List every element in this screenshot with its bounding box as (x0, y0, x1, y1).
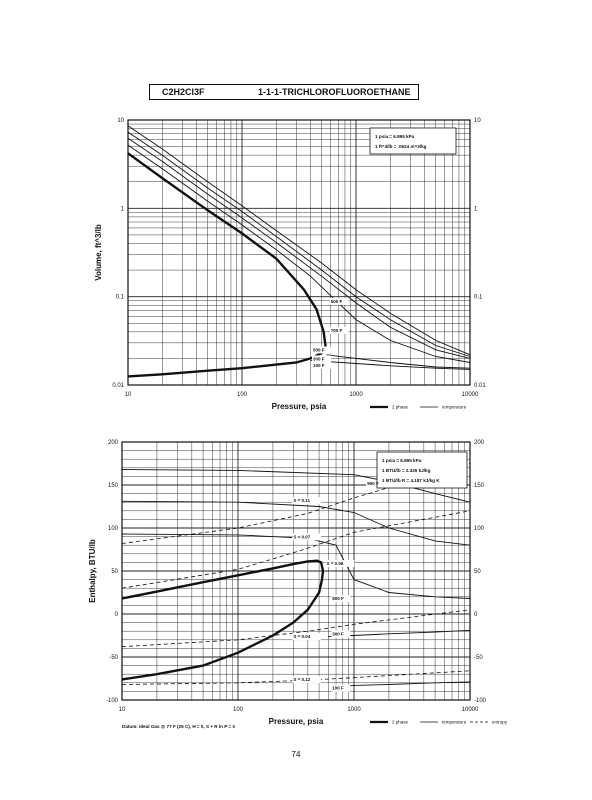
y-tick-label-right: 1 (474, 206, 478, 212)
series-temperature (127, 137, 471, 359)
curve-annotation: 500 F (331, 299, 343, 304)
curve-annotation: 900 F (367, 481, 379, 486)
y-tick-label-right: -100 (474, 698, 487, 704)
curve-annotation: S = 0.11 (293, 498, 310, 503)
curve-annotation: S = 0.12 (293, 677, 310, 682)
curve-annotation: 100 F (313, 363, 325, 368)
plot-frame (121, 441, 471, 701)
annotation-bg (331, 630, 351, 638)
series-temperature (127, 131, 471, 357)
chart-title-box: C2H2Cl3F 1-1-1-TRICHLOROFLUOROETHANE (149, 84, 419, 100)
annotation-bg (292, 676, 321, 684)
curve-annotation: 500 F (332, 596, 344, 601)
series-temperature (310, 359, 471, 370)
y-tick-label: 200 (108, 440, 119, 446)
conversion-text: 1 BTU/lb = 2.326 kJ/kg (382, 468, 431, 473)
x-tick-label: 10 (125, 392, 132, 398)
curve-annotation: 300 F (332, 632, 344, 637)
series-temperature (127, 125, 471, 356)
y-tick-label: 150 (108, 483, 119, 489)
y-tick-label-right: 100 (474, 526, 485, 532)
conversion-text: 1 ft^3/lb = .0624 m^3/kg (375, 144, 427, 149)
x-tick-label: 1000 (347, 707, 361, 713)
x-tick-label: 10000 (462, 707, 479, 713)
annotation-bg (329, 297, 349, 305)
series-temperature (326, 354, 471, 369)
annotation-bg (292, 497, 321, 505)
legend-label: entropy (492, 720, 508, 725)
y-tick-label: -50 (109, 655, 118, 661)
y-axis-label: Volume, ft^3/lb (94, 224, 103, 281)
chemical-formula: C2H2Cl3F (162, 87, 205, 97)
conversion-text: 1 BTU/lb R = 4.187 kJ/kg K (382, 478, 440, 483)
x-axis-label: Pressure, psia (269, 717, 324, 726)
compound-name: 1-1-1-TRICHLOROFLUOROETHANE (258, 87, 411, 97)
y-tick-label-right: -50 (474, 655, 483, 661)
series-entropy (121, 463, 471, 544)
y-tick-label: 0.01 (112, 383, 124, 389)
y-tick-label: 100 (108, 526, 119, 532)
plot-frame (127, 119, 471, 386)
annotation-bg (312, 346, 332, 354)
series-temperature (127, 144, 471, 363)
chart-1 (127, 119, 471, 409)
legend-label: temperature (442, 720, 467, 725)
annotation-bg (325, 559, 355, 567)
y-tick-label-right: 0 (474, 612, 478, 618)
series-temperature (342, 681, 471, 687)
conversion-box (376, 451, 468, 489)
curve-annotation: 300 F (313, 356, 325, 361)
y-axis-label: Enthalpy, BTU/lb (88, 539, 97, 603)
x-tick-label: 10000 (462, 392, 479, 398)
x-axis-label: Pressure, psia (272, 402, 327, 411)
y-tick-label: 10 (117, 118, 124, 124)
y-tick-label: 50 (111, 569, 118, 575)
curve-annotation: S = 0.04 (293, 634, 310, 639)
y-tick-label-right: 10 (474, 118, 481, 124)
annotation-bg (312, 355, 332, 363)
series-temperature (121, 469, 471, 503)
annotation-bg (292, 533, 321, 541)
series-entropy (121, 510, 471, 589)
y-tick-label-right: 200 (474, 440, 485, 446)
y-tick-label-right: 0.01 (474, 383, 486, 389)
annotation-bg (312, 361, 332, 369)
annotation-bg (329, 326, 349, 334)
y-tick-label-right: 0.1 (474, 295, 483, 301)
y-tick-label: 0 (115, 612, 119, 618)
curve-annotation: 700 F (331, 328, 343, 333)
curve-annotation: S = 0.06 (327, 561, 344, 566)
y-tick-label: 0.1 (116, 295, 125, 301)
series-2-phase (121, 559, 325, 681)
conversion-text: 1 psia = 6.895 kPa (375, 134, 415, 139)
x-tick-label: 10 (119, 707, 126, 713)
curve-annotation: 100 F (332, 686, 344, 691)
annotation-bg (331, 595, 351, 603)
x-tick-label: 1000 (349, 392, 363, 398)
series-entropy (121, 609, 471, 648)
curve-annotation: 500 F (313, 347, 325, 352)
legend-label: temperature (442, 405, 467, 410)
y-tick-label: 1 (121, 206, 125, 212)
legend-label: 2 phase (392, 720, 409, 725)
conversion-box (369, 127, 457, 155)
y-tick-label-right: 50 (474, 569, 481, 575)
conversion-text: 1 psia = 6.895 kPa (382, 458, 422, 463)
chart-2 (121, 441, 488, 724)
annotation-bg (331, 684, 351, 692)
annotation-bg (366, 480, 386, 487)
chart-footnote: Datum: Ideal Gas @ 77 F (25 C), H = 0, S… (122, 724, 235, 729)
series-temperature (121, 500, 471, 546)
legend-label: 2 phase (392, 405, 409, 410)
page-number: 74 (291, 750, 301, 759)
annotation-bg (292, 633, 321, 641)
y-tick-label-right: 150 (474, 483, 485, 489)
x-tick-label: 100 (237, 392, 248, 398)
x-tick-label: 100 (233, 707, 244, 713)
series-2-phase (127, 152, 327, 378)
curve-annotation: S = 0.07 (293, 534, 310, 539)
y-tick-label: -100 (106, 698, 119, 704)
